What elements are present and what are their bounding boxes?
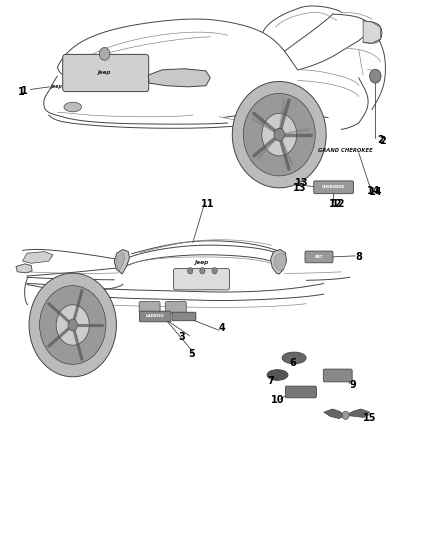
FancyBboxPatch shape [314, 181, 353, 193]
Circle shape [56, 305, 89, 345]
FancyBboxPatch shape [140, 311, 171, 322]
Text: CHEROKEE: CHEROKEE [321, 185, 345, 189]
Text: 2: 2 [379, 136, 386, 146]
Ellipse shape [243, 93, 315, 176]
Text: 1: 1 [21, 86, 28, 96]
Ellipse shape [39, 286, 106, 365]
Text: 9: 9 [349, 379, 356, 390]
Text: 14: 14 [369, 187, 383, 197]
Text: 5: 5 [188, 349, 195, 359]
Text: SRT: SRT [314, 255, 323, 259]
Circle shape [342, 411, 349, 419]
FancyBboxPatch shape [139, 302, 160, 313]
Text: 4: 4 [219, 322, 226, 333]
Text: LAREDO: LAREDO [146, 314, 165, 319]
FancyBboxPatch shape [172, 312, 196, 321]
Text: GRAND CHEROKEE: GRAND CHEROKEE [318, 148, 373, 153]
Ellipse shape [29, 273, 117, 377]
Text: 7: 7 [267, 376, 274, 386]
FancyBboxPatch shape [173, 269, 230, 290]
Polygon shape [346, 409, 370, 417]
FancyBboxPatch shape [305, 251, 333, 263]
Text: 12: 12 [329, 199, 343, 209]
Circle shape [200, 268, 205, 274]
Text: 12: 12 [332, 199, 346, 209]
Text: 1: 1 [18, 87, 25, 97]
Text: 8: 8 [355, 252, 362, 262]
Text: Jeep: Jeep [51, 84, 63, 90]
Ellipse shape [64, 102, 81, 112]
Circle shape [370, 69, 381, 83]
Polygon shape [16, 264, 32, 273]
Circle shape [68, 319, 78, 331]
Text: 6: 6 [289, 358, 296, 368]
Polygon shape [148, 69, 210, 87]
Polygon shape [274, 253, 286, 271]
Text: Jeep: Jeep [98, 70, 111, 76]
Ellipse shape [232, 82, 326, 188]
Text: 11: 11 [201, 199, 215, 209]
Circle shape [212, 268, 217, 274]
Text: 13: 13 [295, 177, 309, 188]
FancyBboxPatch shape [286, 386, 316, 398]
Polygon shape [363, 21, 381, 43]
Text: 14: 14 [367, 186, 381, 196]
FancyBboxPatch shape [165, 302, 186, 313]
Circle shape [187, 268, 193, 274]
Text: 3: 3 [179, 332, 185, 342]
Text: 10: 10 [271, 395, 285, 406]
Ellipse shape [267, 369, 288, 380]
Polygon shape [22, 252, 53, 263]
FancyBboxPatch shape [63, 54, 149, 92]
Circle shape [99, 47, 110, 60]
Circle shape [274, 128, 285, 141]
Polygon shape [271, 249, 287, 274]
Text: 2: 2 [377, 135, 384, 145]
Polygon shape [324, 409, 346, 418]
Text: 13: 13 [293, 183, 307, 193]
Polygon shape [114, 249, 130, 274]
Text: Jeep: Jeep [195, 260, 210, 265]
FancyBboxPatch shape [323, 369, 352, 382]
Text: 15: 15 [363, 413, 376, 423]
Polygon shape [116, 253, 125, 271]
Circle shape [262, 114, 297, 156]
Ellipse shape [282, 352, 306, 364]
